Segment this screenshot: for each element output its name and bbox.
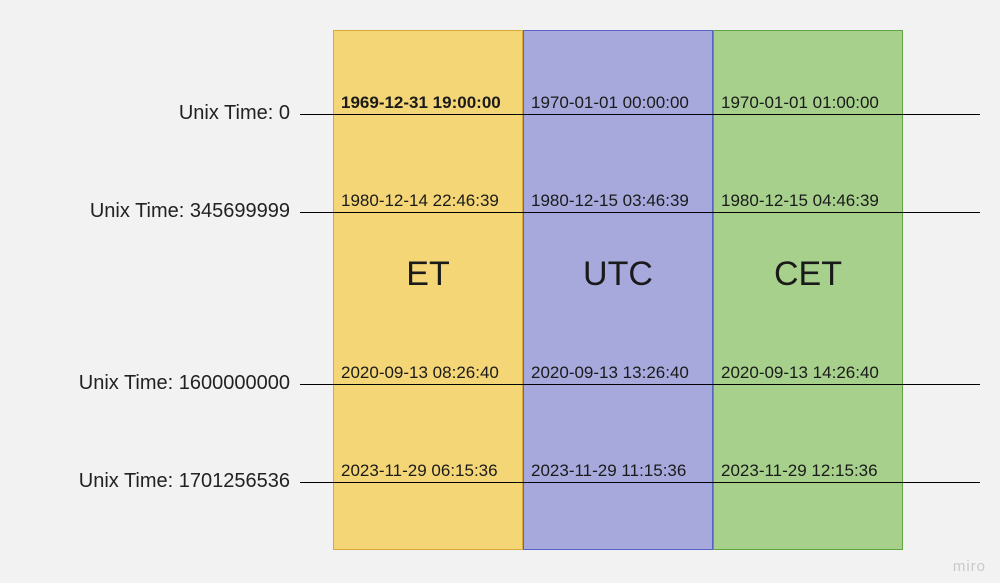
timestamp-cell: 2023-11-29 12:15:36	[721, 461, 878, 481]
timestamp-cell: 2020-09-13 13:26:40	[531, 363, 689, 383]
timestamp-cell: 2023-11-29 06:15:36	[341, 461, 498, 481]
timezone-column-label-et: ET	[333, 255, 523, 294]
timestamp-cell: 2020-09-13 08:26:40	[341, 363, 499, 383]
timezone-column-label-utc: UTC	[523, 255, 713, 294]
unix-time-label: Unix Time: 0	[0, 102, 290, 125]
unix-time-label: Unix Time: 345699999	[0, 200, 290, 223]
timestamp-cell: 2023-11-29 11:15:36	[531, 461, 686, 481]
timestamp-cell: 1980-12-15 03:46:39	[531, 191, 689, 211]
timestamp-cell: 1980-12-15 04:46:39	[721, 191, 879, 211]
watermark: miro	[953, 558, 986, 575]
timezone-column-label-cet: CET	[713, 255, 903, 294]
timestamp-cell: 1969-12-31 19:00:00	[341, 93, 501, 113]
diagram-stage: ETUTCCET Unix Time: 0 1969-12-31 19:00:00 1…	[0, 0, 1000, 583]
timestamp-cell: 1970-01-01 00:00:00	[531, 93, 689, 113]
row-line	[300, 482, 980, 483]
unix-time-label: Unix Time: 1600000000	[0, 372, 290, 395]
timestamp-cell: 2020-09-13 14:26:40	[721, 363, 879, 383]
timestamp-cell: 1970-01-01 01:00:00	[721, 93, 879, 113]
row-line	[300, 384, 980, 385]
timestamp-cell: 1980-12-14 22:46:39	[341, 191, 499, 211]
row-line	[300, 212, 980, 213]
unix-time-label: Unix Time: 1701256536	[0, 470, 290, 493]
row-line	[300, 114, 980, 115]
